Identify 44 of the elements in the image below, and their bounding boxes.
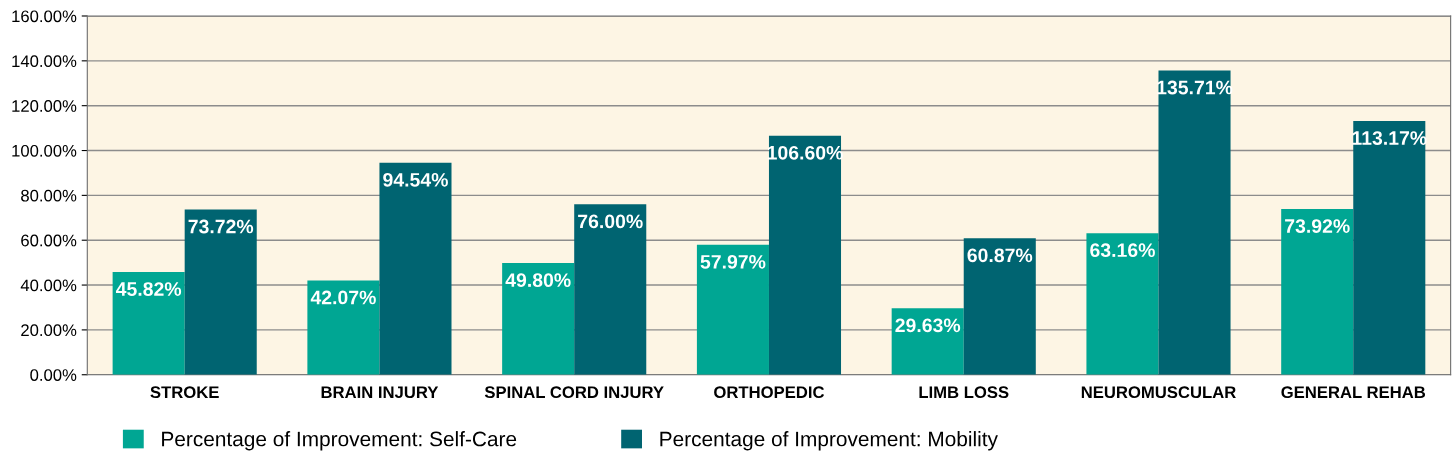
bar bbox=[574, 204, 647, 375]
y-tick-label: 80.00% bbox=[21, 189, 77, 202]
legend-label: Percentage of Improvement: Self-Care bbox=[162, 431, 517, 451]
data-label: 49.80% bbox=[505, 273, 571, 288]
data-label: 73.72% bbox=[188, 219, 254, 234]
bar bbox=[1281, 209, 1354, 375]
y-tick-label: 160.00% bbox=[12, 10, 77, 23]
bar bbox=[307, 280, 380, 375]
data-label: 94.54% bbox=[383, 172, 448, 187]
x-tick-label: LIMB LOSS bbox=[919, 386, 1009, 399]
x-tick-label: NEUROMUSCULAR bbox=[1081, 386, 1236, 399]
y-tick-label: 0.00% bbox=[30, 369, 77, 381]
x-tick-label: SPINAL CORD INJURY bbox=[484, 386, 664, 399]
data-label: 73.92% bbox=[1285, 219, 1350, 233]
bar bbox=[112, 272, 185, 375]
x-tick-label: STROKE bbox=[150, 386, 219, 399]
y-tick-label: 40.00% bbox=[20, 279, 77, 292]
bar bbox=[891, 308, 964, 375]
bar bbox=[1158, 70, 1231, 375]
bar bbox=[502, 263, 575, 375]
x-tick-label: GENERAL REHAB bbox=[1281, 386, 1426, 399]
data-label: 76.00% bbox=[578, 214, 643, 229]
y-tick-label: 20.00% bbox=[21, 324, 77, 337]
x-tick-label: BRAIN INJURY bbox=[321, 386, 439, 399]
y-tick-label: 120.00% bbox=[12, 100, 77, 112]
y-tick-label: 60.00% bbox=[21, 234, 77, 247]
bar bbox=[1353, 121, 1426, 375]
bar bbox=[184, 209, 257, 375]
y-tick-label: 140.00% bbox=[12, 55, 77, 68]
legend-label: Percentage of Improvement: Mobility bbox=[660, 431, 998, 451]
data-label: 106.60% bbox=[767, 145, 843, 160]
bar bbox=[696, 244, 769, 375]
data-label: 45.82% bbox=[115, 282, 182, 296]
y-tick-label: 100.00% bbox=[12, 144, 77, 157]
data-label: 42.07% bbox=[310, 290, 376, 305]
bar bbox=[379, 162, 452, 375]
bar bbox=[768, 135, 842, 375]
bar bbox=[1086, 233, 1159, 375]
data-label: 29.63% bbox=[895, 318, 961, 333]
x-tick-label: ORTHOPEDIC bbox=[714, 386, 825, 399]
data-label: 63.16% bbox=[1090, 243, 1155, 258]
bar bbox=[963, 238, 1036, 375]
data-label: 60.87% bbox=[967, 248, 1033, 263]
data-label: 57.97% bbox=[700, 254, 766, 269]
